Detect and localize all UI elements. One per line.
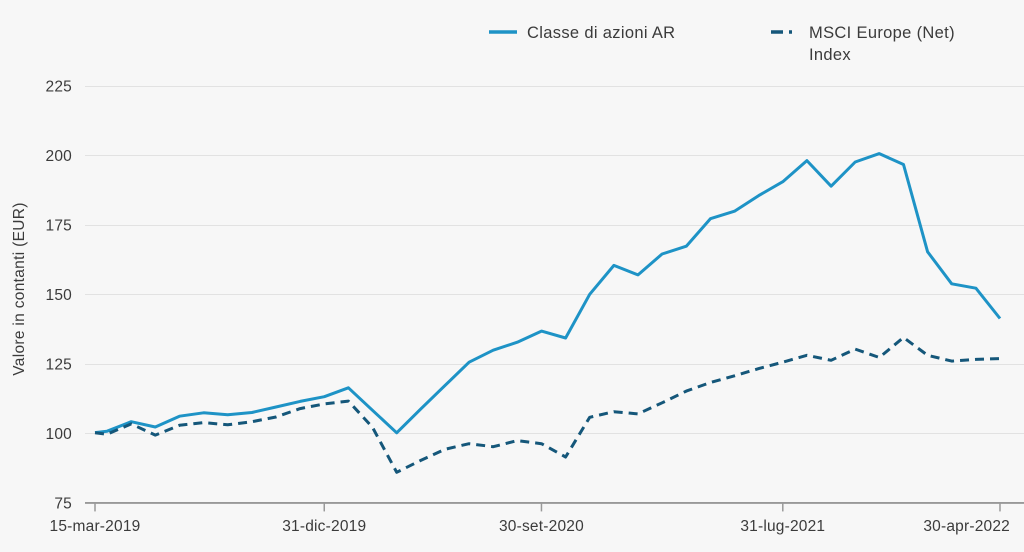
- legend-label-benchmark: MSCI Europe (Net) Index: [809, 24, 955, 65]
- y-tick-label: 175: [46, 217, 72, 234]
- y-tick-label: 225: [46, 78, 72, 95]
- fund-line-swatch: [489, 30, 517, 34]
- legend-label-fund: Classe di azioni AR: [527, 24, 676, 42]
- y-tick-label: 200: [46, 148, 73, 165]
- legend-item-benchmark: MSCI Europe (Net) Index: [770, 22, 979, 67]
- x-tick-label: 30-set-2020: [499, 518, 584, 535]
- y-tick-label: 150: [46, 287, 73, 304]
- legend-item-fund: Classe di azioni AR: [488, 22, 675, 44]
- benchmark-line-swatch: [771, 30, 799, 34]
- y-tick-label: 75: [54, 495, 72, 512]
- benchmark-line: [94, 336, 1001, 474]
- x-tick-label: 31-dic-2019: [282, 518, 366, 535]
- x-tick-label: 15-mar-2019: [50, 518, 141, 535]
- y-axis-title: Valore in contanti (EUR): [11, 202, 28, 376]
- x-tick-label: 31-lug-2021: [740, 518, 825, 535]
- fund-line: [94, 152, 1002, 435]
- y-tick-label: 125: [46, 356, 72, 373]
- x-tick-label: 30-apr-2022: [923, 518, 1010, 535]
- y-tick-label: 100: [46, 426, 73, 443]
